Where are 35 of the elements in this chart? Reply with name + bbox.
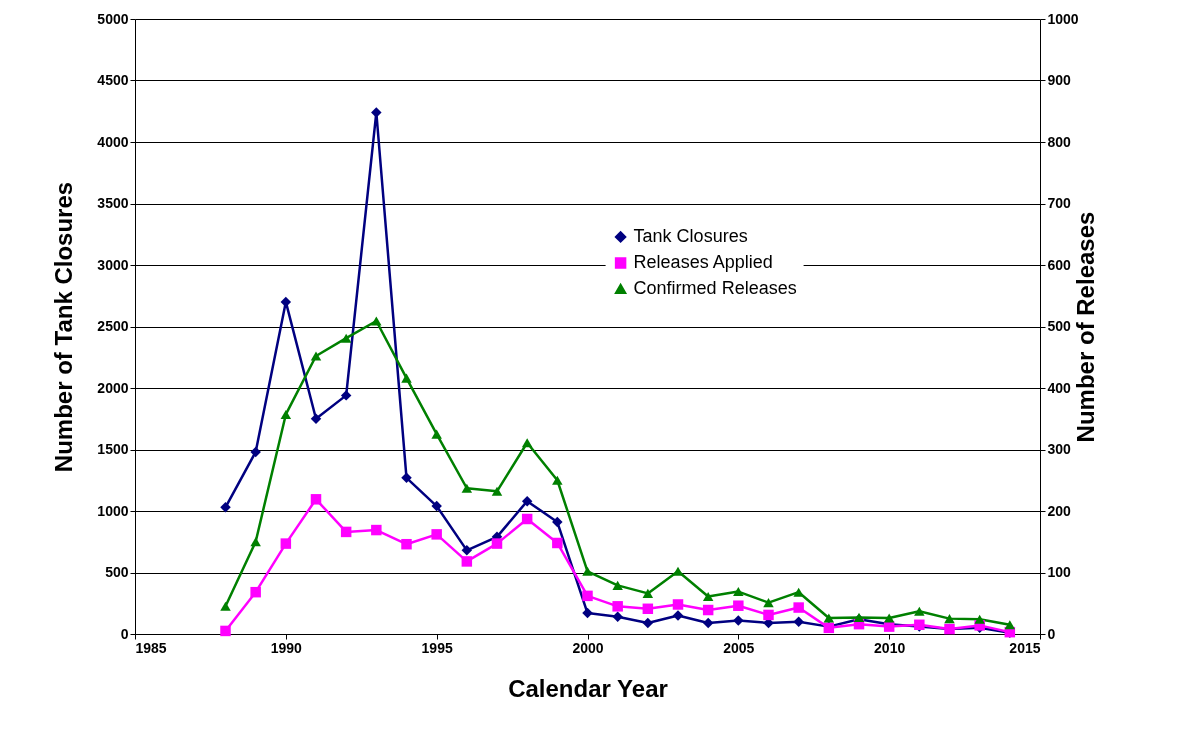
x-tick-label: 1985 [135,639,167,656]
x-tick-label: 2005 [723,639,755,656]
y2-axis-title: Number of Releases [1071,211,1099,443]
x-tick-label: 1990 [270,639,303,656]
y2-tick-label: 900 [1047,72,1072,88]
y-tick-label: 3000 [97,256,129,273]
x-tick-label: 2015 [1009,639,1041,656]
y-tick-label: 500 [105,564,129,580]
y-tick-label: 2500 [97,318,129,334]
legend-label: Tank Closures [633,225,748,246]
legend-label: Releases Applied [633,251,773,272]
x-tick-label: 2000 [572,639,604,656]
y2-tick-label: 100 [1047,564,1072,580]
legend-label: Confirmed Releases [633,277,797,298]
y-axis-title: Number of Tank Closures [50,181,78,473]
y2-tick-label: 800 [1047,133,1072,150]
y-tick-label: 1500 [97,441,129,457]
y-tick-label: 4500 [97,72,129,88]
y2-tick-label: 700 [1047,195,1072,211]
y2-tick-label: 300 [1047,441,1072,457]
y-tick-label: 3500 [97,195,129,211]
y2-tick-label: 600 [1047,256,1072,273]
y-tick-label: 2000 [97,379,129,396]
x-tick-label: 2010 [874,639,906,656]
y-tick-label: 4000 [97,133,129,150]
y2-tick-label: 200 [1047,502,1072,519]
y2-tick-label: 400 [1047,379,1072,396]
y-tick-label: 5000 [97,10,129,27]
y2-tick-label: 1000 [1047,10,1079,27]
x-tick-label: 1995 [421,639,453,656]
y2-tick-label: 500 [1047,318,1072,334]
y-tick-label: 1000 [97,502,129,519]
x-axis-title: Calendar Year [508,674,668,702]
y-tick-label: 0 [120,625,129,642]
y2-tick-label: 0 [1047,625,1056,642]
